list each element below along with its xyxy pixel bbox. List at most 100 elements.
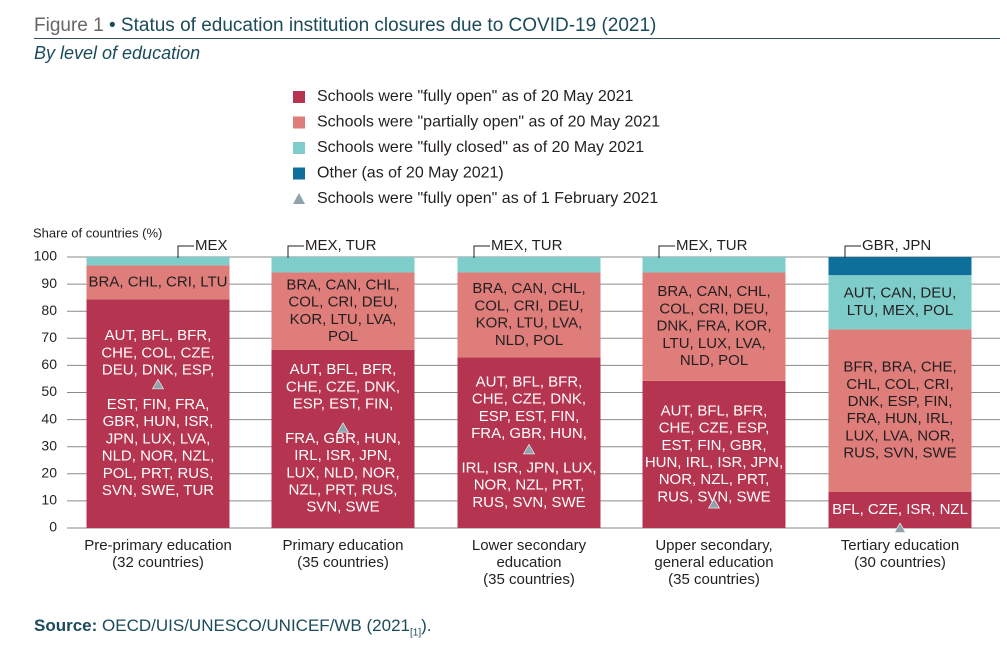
bar-segment-other-4: [828, 257, 972, 276]
country-label-fully_open-0-6: JPN, LUX, LVA,: [106, 430, 210, 447]
country-label-fully_open-3-3: HUN, IRL, ISR, JPN,: [645, 454, 783, 471]
category-label-2-1: education: [496, 554, 561, 571]
y-tick-label-80: 80: [41, 302, 57, 318]
bar-segment-fully_open-1: [271, 349, 415, 528]
bar-segment-fully_closed-3: [642, 257, 786, 273]
callout-leader-1: [287, 245, 304, 258]
country-label-fully_open-3-5: RUS, SVN, SWE: [657, 488, 770, 505]
y-tick-label-30: 30: [41, 437, 57, 453]
y-tick-label-40: 40: [41, 410, 57, 426]
country-label-partially_open-3-2: DNK, FRA, KOR,: [656, 318, 771, 335]
country-label-partially_open-2-2: KOR, LTU, LVA,: [476, 315, 583, 332]
country-label-partially_open-4-0: BFR, BRA, CHE,: [843, 359, 956, 376]
figure-subtitle: By level of education: [34, 43, 201, 63]
callout-label-3: MEX, TUR: [676, 237, 748, 254]
country-label-fully_open-3-2: EST, FIN, GBR,: [661, 437, 766, 454]
y-tick-label-70: 70: [41, 329, 57, 345]
bar-segment-partially_open-4: [828, 329, 972, 492]
country-label-partially_open-2-3: NLD, POL: [495, 332, 563, 349]
country-label-fully_closed-4-1: LTU, MEX, POL: [847, 302, 953, 319]
country-label-fully_open-2-3: FRA, GBR, HUN,: [471, 425, 587, 442]
category-label-2-0: Lower secondary: [472, 537, 587, 554]
source-text: OECD/UIS/UNESCO/UNICEF/WB (2021: [102, 616, 410, 635]
callout-label-4: GBR, JPN: [862, 237, 931, 254]
february-marker-4: [893, 522, 907, 533]
country-label-fully_open-2-0: AUT, BFL, BFR,: [476, 374, 583, 391]
category-label-3-1: general education: [654, 554, 773, 571]
country-label-partially_open-4-5: RUS, SVN, SWE: [843, 445, 956, 462]
bar-segment-partially_open-2: [457, 272, 601, 358]
source-ref: [1]: [409, 627, 422, 639]
legend-marker-february: [293, 193, 305, 204]
figure-bullet: •: [108, 15, 116, 36]
bar-segment-partially_open-3: [642, 272, 786, 381]
legend-label-february: Schools were "fully open" as of 1 Februa…: [317, 190, 658, 207]
february-marker-2: [522, 443, 536, 455]
category-label-3-2: (35 countries): [668, 571, 760, 588]
source-end: ).: [421, 616, 432, 635]
y-axis-title: Share of countries (%): [33, 225, 162, 240]
country-label-fully_open-0-7: NLD, NOR, NZL,: [102, 448, 215, 465]
february-marker-0: [151, 378, 165, 390]
y-tick-label-20: 20: [41, 465, 57, 481]
bar-segment-fully_open-2: [457, 357, 601, 528]
category-label-2-2: (35 countries): [483, 571, 575, 588]
legend-label-fully_closed: Schools were "fully closed" as of 20 May…: [317, 139, 644, 156]
y-tick-label-0: 0: [49, 519, 57, 535]
bar-segment-fully_closed-1: [271, 257, 415, 273]
category-label-3-0: Upper secondary,: [655, 537, 772, 554]
country-label-partially_open-1-2: KOR, LTU, LVA,: [290, 311, 397, 328]
country-label-fully_open-0-9: SVN, SWE, TUR: [102, 482, 214, 499]
callout-label-2: MEX, TUR: [491, 237, 563, 254]
country-label-fully_open-0-2: DEU, DNK, ESP,: [102, 362, 214, 379]
country-label-fully_closed-4-0: AUT, CAN, DEU,: [844, 285, 957, 302]
country-label-fully_open-2-1: CHE, CZE, DNK,: [472, 391, 586, 408]
country-label-fully_open-2-7: RUS, SVN, SWE: [472, 494, 585, 511]
country-label-partially_open-3-0: BRA, CAN, CHL,: [657, 283, 770, 300]
country-label-fully_open-0-8: POL, PRT, RUS,: [103, 465, 214, 482]
category-label-4-1: (30 countries): [854, 554, 946, 571]
country-label-fully_open-2-2: ESP, EST, FIN,: [479, 408, 580, 425]
callout-label-1: MEX, TUR: [305, 237, 377, 254]
country-label-fully_open-3-4: NOR, NZL, PRT,: [659, 471, 770, 488]
country-label-partially_open-1-1: COL, CRI, DEU,: [288, 294, 397, 311]
country-label-fully_open-0-1: CHE, COL, CZE,: [101, 344, 214, 361]
country-label-fully_open-2-5: IRL, ISR, JPN, LUX,: [461, 460, 596, 477]
legend-label-fully_open: Schools were "fully open" as of 20 May 2…: [317, 88, 634, 105]
figure-header: Figure 1 • Status of education instituti…: [34, 14, 1000, 39]
country-label-partially_open-4-1: CHL, COL, CRI,: [846, 376, 954, 393]
y-tick-label-90: 90: [41, 275, 57, 291]
country-label-fully_open-0-5: GBR, HUN, ISR,: [103, 413, 214, 430]
category-label-1-0: Primary education: [283, 537, 404, 554]
y-tick-label-100: 100: [34, 248, 58, 264]
country-label-partially_open-2-0: BRA, CAN, CHL,: [472, 280, 585, 297]
country-label-fully_open-0-4: EST, FIN, FRA,: [107, 396, 210, 413]
category-label-1-1: (35 countries): [297, 554, 389, 571]
y-tick-label-60: 60: [41, 356, 57, 372]
y-tick-label-50: 50: [41, 383, 57, 399]
source-note: Source: OECD/UIS/UNESCO/UNICEF/WB (2021[…: [34, 616, 432, 638]
bar-segment-fully_open-4: [828, 491, 972, 528]
legend-label-partially_open: Schools were "partially open" as of 20 M…: [317, 114, 660, 131]
callout-leader-0: [177, 245, 194, 258]
figure-number: Figure 1: [34, 15, 104, 36]
legend-swatch-partially_open: [293, 116, 305, 129]
country-label-partially_open-1-0: BRA, CAN, CHL,: [286, 276, 399, 293]
country-label-fully_open-1-4: FRA, GBR, HUN,: [285, 430, 401, 447]
february-marker-3: [707, 498, 721, 509]
legend-label-other: Other (as of 20 May 2021): [317, 165, 504, 182]
country-label-fully_open-1-8: SVN, SWE: [306, 499, 379, 516]
y-tick-label-10: 10: [41, 492, 57, 508]
country-label-partially_open-2-1: COL, CRI, DEU,: [474, 297, 583, 314]
legend-swatch-other: [293, 167, 305, 180]
source-label: Source:: [34, 616, 98, 635]
category-label-0-0: Pre-primary education: [84, 537, 232, 554]
bar-segment-fully_closed-4: [828, 275, 972, 330]
bar-segment-fully_closed-2: [457, 257, 601, 273]
country-label-fully_open-1-2: ESP, EST, FIN,: [293, 396, 394, 413]
country-label-partially_open-4-4: LUX, LVA, NOR,: [845, 427, 954, 444]
bar-segment-fully_closed-0: [86, 257, 230, 266]
country-label-fully_open-3-0: AUT, BFL, BFR,: [661, 402, 768, 419]
figure-title: Status of education institution closures…: [120, 15, 657, 36]
